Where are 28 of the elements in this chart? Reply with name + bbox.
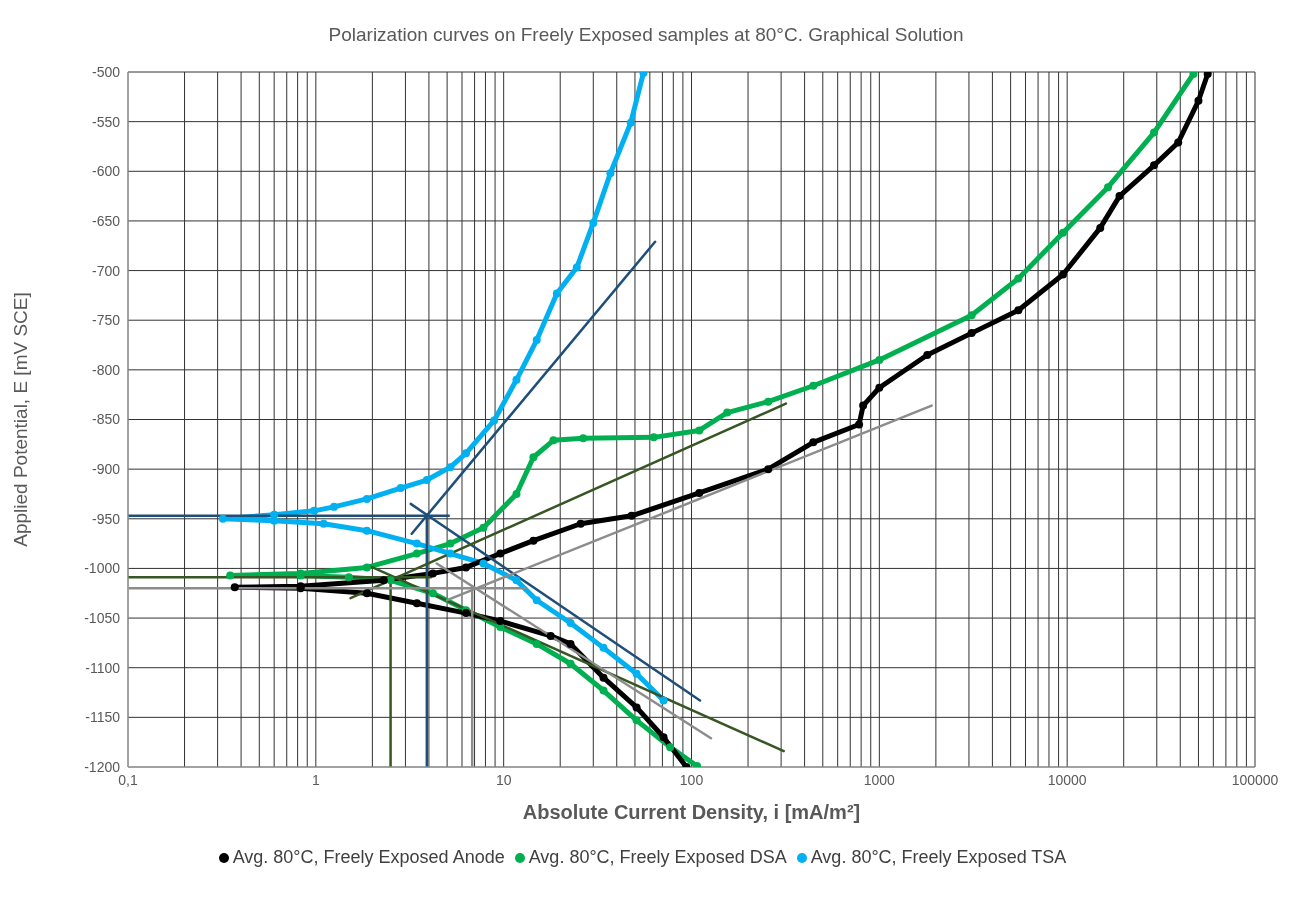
legend-label: Avg. 80°C, Freely Exposed DSA <box>528 847 787 867</box>
y-tick-label: -900 <box>91 461 121 478</box>
chart-title: Polarization curves on Freely Exposed samples at 80°C. Graphical Solution <box>327 24 965 46</box>
x-tick-label: 10000 <box>1047 771 1087 788</box>
y-tick-label: -1000 <box>84 560 121 577</box>
y-tick-label: -750 <box>91 312 121 329</box>
x-tick-label: 100 <box>679 771 704 788</box>
y-tick-label: -800 <box>91 361 121 378</box>
y-tick-label: -1200 <box>84 758 121 775</box>
legend-label: Avg. 80°C, Freely Exposed Anode <box>232 847 505 867</box>
x-tick-label: 0,1 <box>118 771 138 788</box>
x-tick-label: 1 <box>311 771 320 788</box>
y-tick-label: -1100 <box>85 659 121 676</box>
x-tick-label: 1000 <box>863 771 896 788</box>
x-tick-label: 100000 <box>1231 771 1279 788</box>
legend-label: Avg. 80°C, Freely Exposed TSA <box>810 847 1067 867</box>
x-tick-label: 10 <box>495 771 512 788</box>
y-tick-label: -1050 <box>84 610 121 627</box>
y-axis-title: Applied Potential, E [mV SCE] <box>9 292 31 547</box>
y-tick-label: -850 <box>91 411 121 428</box>
y-tick-label: -500 <box>91 63 121 80</box>
y-tick-label: -600 <box>91 163 121 180</box>
y-tick-label: -550 <box>91 113 121 130</box>
y-tick-label: -700 <box>91 262 121 279</box>
y-tick-label: -650 <box>91 212 121 229</box>
y-tick-label: -1150 <box>85 709 121 726</box>
y-tick-label: -950 <box>91 510 121 527</box>
x-axis-title: Absolute Current Density, i [mA/m²] <box>522 801 861 824</box>
